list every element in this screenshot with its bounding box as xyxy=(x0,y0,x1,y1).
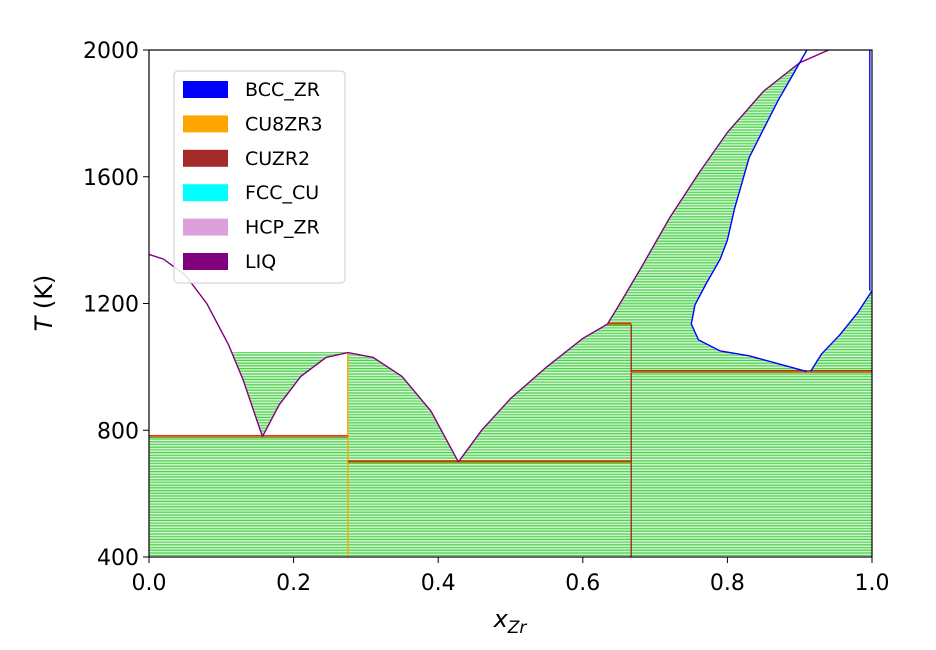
x-tick-label: 0.6 xyxy=(565,571,600,596)
x-tick-label: 0.8 xyxy=(710,571,745,596)
y-tick-label: 400 xyxy=(97,546,139,571)
y-axis-ticks: 400 800 1200 1600 2000 xyxy=(83,39,149,571)
boundary-liq xyxy=(148,253,264,437)
phase-boundaries xyxy=(148,49,873,463)
y-tick-label: 1200 xyxy=(83,293,139,318)
boundary-bcc_zr xyxy=(690,49,808,325)
legend-label: CU8ZR3 xyxy=(245,113,323,135)
legend-swatch xyxy=(183,253,228,270)
x-tick-label: 0.2 xyxy=(276,571,311,596)
legend-label: HCP_ZR xyxy=(245,217,320,239)
tie-lines xyxy=(149,63,872,558)
y-tick-label: 800 xyxy=(97,419,139,444)
y-tick-label: 1600 xyxy=(83,166,139,191)
legend-swatch xyxy=(183,218,228,236)
invariant-lines xyxy=(149,322,872,557)
legend-swatch xyxy=(183,81,228,98)
legend-swatch xyxy=(183,115,228,133)
boundary-liq xyxy=(261,351,460,463)
boundary-liq xyxy=(606,49,829,325)
legend-label: CUZR2 xyxy=(245,148,310,170)
x-tick-label: 0.4 xyxy=(421,571,456,596)
boundary-bcc_zr xyxy=(690,323,808,373)
x-axis-ticks: 0.0 0.2 0.4 0.6 0.8 1.0 xyxy=(132,557,890,596)
legend-swatch xyxy=(183,149,228,167)
x-tick-label: 0.0 xyxy=(132,571,167,596)
x-axis-label: xZr xyxy=(493,605,528,638)
legend-label: LIQ xyxy=(245,251,276,273)
x-tick-label: 1.0 xyxy=(855,571,890,596)
y-axis-label: T (K) xyxy=(30,275,58,332)
legend-swatch xyxy=(183,184,228,202)
y-tick-label: 2000 xyxy=(83,39,139,64)
boundary-liq xyxy=(457,323,608,463)
boundary-bcc_zr xyxy=(809,290,873,372)
legend-label: FCC_CU xyxy=(245,182,319,204)
legend: BCC_ZR CU8ZR3 CUZR2 FCC_CU HCP_ZR LIQ xyxy=(173,70,346,284)
legend-label: BCC_ZR xyxy=(245,79,320,101)
